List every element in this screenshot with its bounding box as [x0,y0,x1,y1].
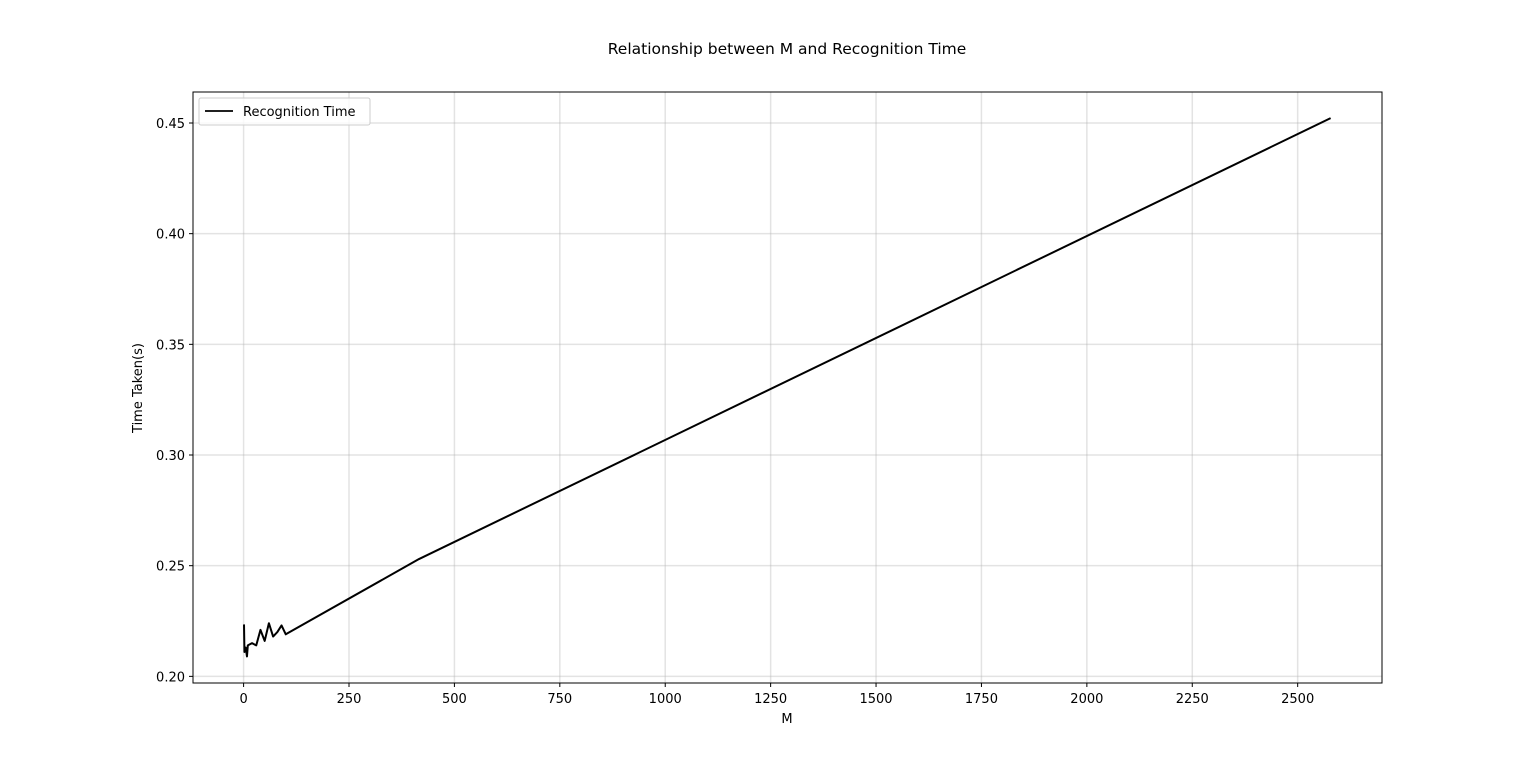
x-tick-label: 0 [239,692,247,707]
y-tick-label: 0.45 [156,117,185,132]
series-line-recognition-time [243,117,1332,658]
x-tick-label: 1750 [965,692,998,707]
y-tick-label: 0.30 [156,449,185,464]
legend-label: Recognition Time [243,105,356,120]
y-tick-label: 0.40 [156,228,185,243]
axis-ticks: 0 250 500 750 1000 1250 1500 1750 2000 2250 2500 0.… [156,117,1314,707]
y-axis-title: Time Taken(s) [131,343,146,434]
x-tick-label: 1000 [649,692,682,707]
legend-box [198,97,371,126]
x-tick-label: 1250 [754,692,787,707]
series-layer [243,117,1332,658]
x-tick-label: 500 [442,692,467,707]
legend: Recognition Time [198,97,371,126]
x-axis-title: M [781,712,792,727]
plot-frame [192,91,1383,684]
x-tick-label: 2000 [1070,692,1103,707]
x-tick-label: 2250 [1176,692,1209,707]
x-tick-label: 750 [547,692,572,707]
x-tick-label: 1500 [859,692,892,707]
y-tick-label: 0.35 [156,338,185,353]
x-tick-label: 2500 [1281,692,1314,707]
chart-title: Relationship between M and Recognition T… [608,40,967,58]
x-tick-label: 250 [337,692,362,707]
grid-lines [193,92,1382,683]
y-tick-label: 0.25 [156,560,185,575]
y-tick-label: 0.20 [156,670,185,685]
